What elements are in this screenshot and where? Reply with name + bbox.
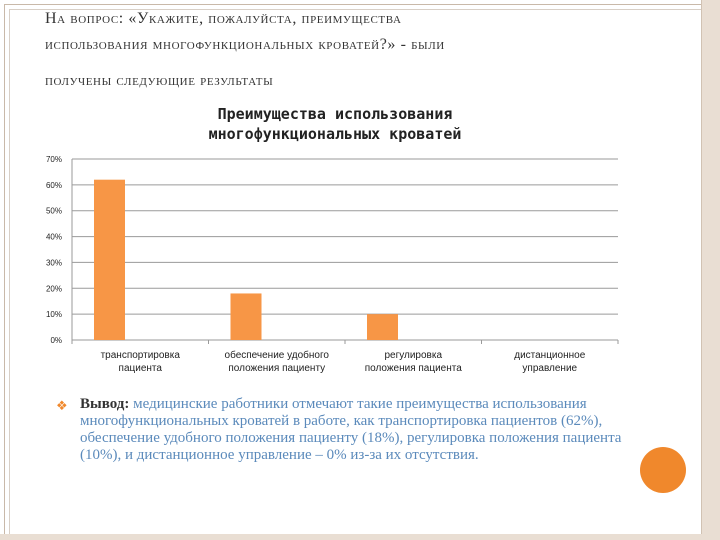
heading-line-2: использования многофункциональных кроват…: [45, 36, 445, 53]
heading-line-1: На вопрос: «Укажите, пожалуйста, преимущ…: [45, 10, 402, 27]
conclusion-body: медицинские работники отмечают такие пре…: [80, 396, 622, 463]
orange-circle-decor: [640, 447, 686, 493]
y-tick-label: 60%: [46, 181, 62, 190]
x-tick-label: транспортировка: [101, 350, 181, 361]
y-tick-label: 10%: [46, 310, 62, 319]
conclusion-text: Вывод: медицинские работники отмечают та…: [80, 396, 625, 464]
bullet-icon: ❖: [56, 398, 68, 413]
y-tick-label: 70%: [46, 155, 62, 164]
chart-title: Преимущества использования многофункцион…: [120, 104, 550, 144]
conclusion-lead: Вывод:: [80, 396, 130, 412]
slide-inner-frame: [9, 9, 708, 540]
bar: [94, 179, 125, 340]
y-tick-label: 0%: [50, 336, 62, 345]
y-tick-label: 50%: [46, 207, 62, 216]
x-tick-label: управление: [522, 363, 577, 374]
y-tick-label: 20%: [46, 284, 62, 293]
x-tick-label: пациента: [119, 363, 163, 374]
chart-title-line-1: Преимущества использования: [217, 105, 453, 123]
x-tick-label: дистанционное: [514, 350, 585, 361]
y-tick-label: 40%: [46, 233, 62, 242]
slide-heading: На вопрос: «Укажите, пожалуйста, преимущ…: [45, 6, 645, 94]
bottom-decor-strip: [0, 534, 720, 540]
y-tick-label: 30%: [46, 258, 62, 267]
x-tick-label: положения пациента: [365, 363, 463, 374]
x-tick-label: положения пациенту: [228, 363, 325, 374]
heading-line-3: получены следующие результаты: [45, 72, 274, 89]
x-tick-label: регулировка: [384, 350, 442, 361]
right-decor-strip: [701, 0, 720, 540]
bar: [230, 293, 262, 340]
bar: [367, 314, 398, 340]
x-tick-label: обеспечение удобного: [225, 349, 330, 361]
chart-title-line-2: многофункциональных кроватей: [208, 125, 462, 143]
